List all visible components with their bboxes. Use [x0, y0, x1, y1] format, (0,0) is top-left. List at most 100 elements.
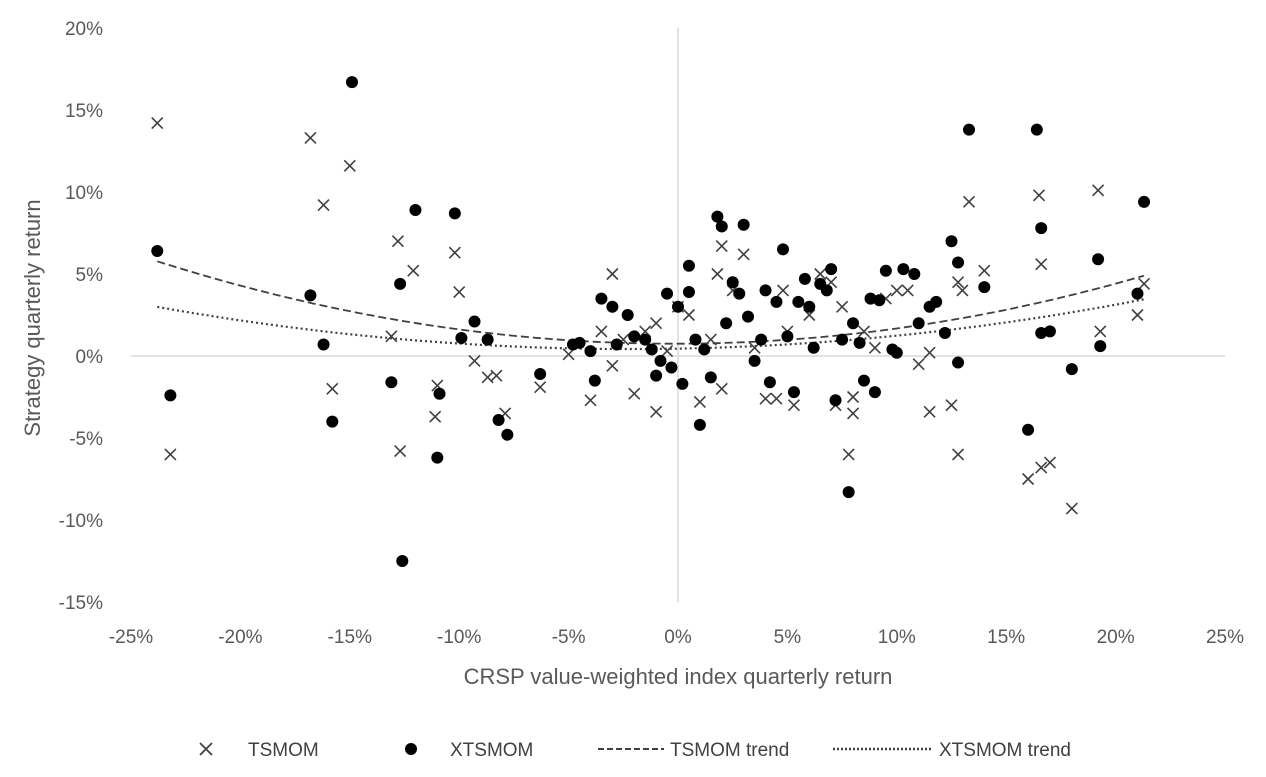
xtsmom-point [879, 264, 892, 277]
tsmom-point [453, 285, 466, 299]
xtsmom-point [825, 263, 838, 276]
xtsmom-point [693, 418, 706, 431]
tsmom-point [962, 195, 976, 208]
x-tick-labels: -25% -20% -15% -10% -5% 0% 5% 10% 15% 20% 25% [109, 627, 1244, 648]
tsmom-point [945, 399, 958, 412]
x-tick-label: -20% [218, 627, 262, 648]
xtsmom-point [151, 245, 164, 258]
x-tick-label: 5% [774, 627, 802, 648]
tsmom-point [534, 381, 547, 394]
xtsmom-point [394, 277, 407, 290]
xtsmom-point [492, 413, 505, 426]
tsmom-point [901, 284, 914, 297]
tsmom-point [1032, 189, 1046, 202]
tsmom-point [682, 308, 696, 322]
tsmom-point [868, 341, 881, 354]
tsmom-point [448, 246, 461, 259]
xtsmom-point [317, 338, 330, 351]
tsmom-point [1065, 502, 1078, 515]
data-points [151, 76, 1151, 567]
tsmom-point [1137, 277, 1151, 290]
xtsmom-point [1022, 423, 1035, 436]
xtsmom-point [639, 333, 652, 346]
xtsmom-point [621, 309, 634, 321]
tsmom-point [1092, 184, 1105, 197]
tsmom-point [343, 159, 356, 172]
tsmom-point [1035, 258, 1048, 271]
xtsmom-point [777, 243, 790, 256]
y-tick-labels: -15% -10% -5% 0% 5% 10% 15% 20% [59, 19, 103, 614]
axes [131, 28, 1225, 602]
tsmom-point [326, 382, 339, 395]
xtsmom-point [711, 210, 724, 223]
legend-tsmom-x-marker [199, 742, 213, 756]
tsmom-point [912, 358, 925, 371]
legend-item-xtsmom-trend: XTSMOM trend [833, 740, 1071, 761]
tsmom-point [923, 405, 936, 418]
legend-item-tsmom-trend: TSMOM trend [598, 740, 789, 761]
tsmom-point [951, 448, 965, 461]
xtsmom-point [595, 292, 608, 305]
xtsmom-point [803, 300, 816, 313]
xtsmom-point [1043, 325, 1056, 338]
tsmom-point [304, 131, 317, 144]
xtsmom-point [1065, 363, 1078, 376]
xtsmom-point [1138, 195, 1151, 208]
xtsmom-point [726, 276, 739, 289]
legend-xtsmom-trend-label: XTSMOM trend [939, 740, 1071, 761]
tsmom-point [759, 392, 772, 405]
tsmom-point [628, 387, 641, 400]
xtsmom-point [890, 346, 903, 359]
xtsmom-point [759, 284, 772, 297]
x-tick-label: 10% [878, 627, 916, 648]
xtsmom-point [448, 207, 461, 220]
xtsmom-point [468, 315, 481, 328]
tsmom-point [429, 410, 442, 423]
x-tick-label: -5% [552, 627, 586, 648]
xtsmom-point [610, 338, 623, 351]
tsmom-point [606, 359, 619, 372]
xtsmom-point [650, 369, 663, 382]
tsmom-point [846, 390, 860, 404]
xtsmom-point [733, 287, 746, 300]
tsmom-point [715, 240, 728, 253]
xtsmom-point [873, 294, 886, 307]
xtsmom-point [748, 354, 761, 367]
xtsmom-point [770, 295, 783, 308]
xtsmom-point [842, 486, 855, 499]
y-tick-label: 20% [65, 19, 103, 40]
xtsmom-point [682, 286, 695, 299]
xtsmom-point [978, 281, 991, 294]
xtsmom-point [945, 235, 958, 248]
xtsmom-point [672, 300, 684, 313]
tsmom-point [836, 300, 849, 313]
legend-xtsmom-dot-marker [405, 743, 417, 755]
legend-tsmom-trend-label: TSMOM trend [670, 740, 789, 761]
xtsmom-point [1094, 340, 1107, 353]
xtsmom-point [682, 259, 695, 272]
xtsmom-point [897, 263, 910, 276]
tsmom-trend-line [157, 260, 1145, 345]
tsmom-point [715, 382, 728, 395]
xtsmom-point [908, 268, 921, 280]
tsmom-point [317, 199, 330, 212]
tsmom-point [660, 345, 674, 358]
xtsmom-point [164, 389, 177, 402]
tsmom-point [391, 235, 405, 248]
legend-item-xtsmom: XTSMOM [405, 740, 533, 761]
tsmom-point [562, 348, 575, 361]
x-tick-label: 15% [987, 627, 1025, 648]
tsmom-point [1131, 308, 1144, 322]
x-tick-label: 0% [664, 627, 692, 648]
tsmom-point [151, 117, 164, 130]
legend-tsmom-label: TSMOM [248, 740, 319, 761]
xtsmom-point [787, 386, 800, 399]
xtsmom-point [755, 333, 768, 346]
xtsmom-point [742, 310, 755, 323]
xtsmom-point [1030, 123, 1043, 136]
x-tick-label: -15% [328, 627, 372, 648]
xtsmom-point [1035, 222, 1048, 235]
x-tick-label: 20% [1097, 627, 1135, 648]
tsmom-point [650, 405, 663, 418]
